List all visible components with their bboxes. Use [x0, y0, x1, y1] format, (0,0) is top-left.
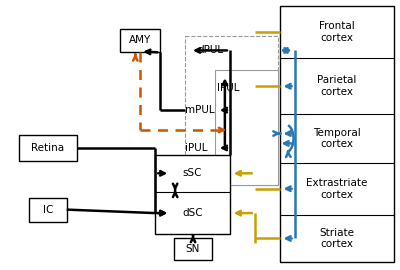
Text: SN: SN	[186, 244, 200, 254]
Text: IC: IC	[42, 205, 53, 215]
Text: dSC: dSC	[182, 208, 203, 218]
Text: lPUL: lPUL	[217, 83, 240, 93]
Bar	[155, 155, 230, 234]
Bar	[120, 29, 160, 52]
Text: Extrastriate
cortex: Extrastriate cortex	[306, 178, 368, 200]
Text: Striate
cortex: Striate cortex	[319, 228, 354, 249]
Text: dPUL: dPUL	[197, 45, 223, 55]
Text: AMY: AMY	[129, 35, 152, 45]
Bar	[185, 36, 278, 185]
Bar	[174, 238, 212, 260]
Text: Retina: Retina	[31, 143, 64, 153]
Text: Temporal
cortex: Temporal cortex	[313, 128, 361, 149]
Bar	[215, 70, 278, 185]
Bar	[19, 135, 77, 161]
Text: Parietal
cortex: Parietal cortex	[317, 75, 356, 97]
Bar	[29, 198, 67, 222]
Text: Frontal
cortex: Frontal cortex	[319, 21, 355, 43]
Text: iPUL: iPUL	[185, 143, 208, 153]
Text: sSC: sSC	[183, 168, 202, 178]
Text: mPUL: mPUL	[185, 105, 215, 115]
Bar	[280, 6, 394, 262]
